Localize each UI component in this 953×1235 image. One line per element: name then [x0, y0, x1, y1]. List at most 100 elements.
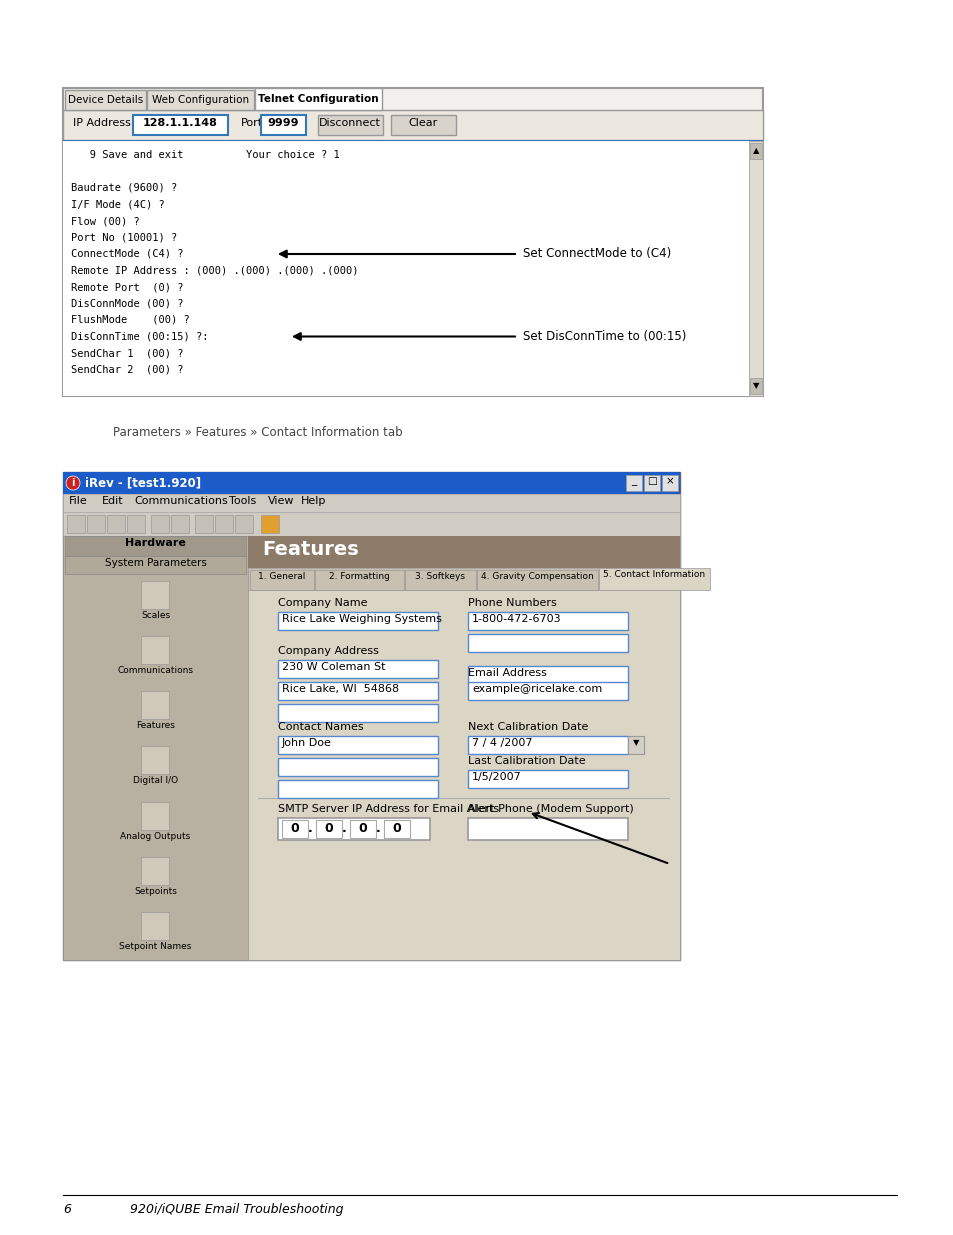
Text: iRev - [test1.920]: iRev - [test1.920] [85, 475, 201, 489]
Text: Analog Outputs: Analog Outputs [120, 831, 191, 841]
Text: 3. Softkeys: 3. Softkeys [416, 572, 465, 580]
Bar [261, 115, 306, 135]
Text: Company Name: Company Name [277, 598, 367, 608]
Bar [141, 911, 170, 940]
Text: Help: Help [301, 496, 326, 506]
Bar [248, 536, 679, 568]
Circle shape [66, 475, 80, 490]
Bar [468, 769, 627, 788]
Text: _: _ [631, 475, 636, 487]
Bar [749, 378, 761, 394]
Bar [127, 515, 145, 534]
Bar [214, 515, 233, 534]
Bar [468, 613, 627, 630]
Bar [132, 115, 228, 135]
Bar [63, 536, 248, 960]
Bar [63, 88, 762, 396]
Text: Phone Numbers: Phone Numbers [468, 598, 557, 608]
Text: Next Calibration Date: Next Calibration Date [468, 722, 588, 732]
Text: 7 / 4 /2007: 7 / 4 /2007 [472, 739, 532, 748]
Text: View: View [268, 496, 294, 506]
Text: 9999: 9999 [267, 119, 298, 128]
Text: Features: Features [136, 721, 174, 730]
Bar [391, 115, 456, 135]
Text: ×: × [665, 475, 674, 487]
Text: ▼: ▼ [632, 739, 639, 747]
Text: 1. General: 1. General [258, 572, 305, 580]
Bar [147, 90, 253, 110]
Text: .: . [307, 823, 312, 835]
Bar [468, 818, 627, 840]
Text: .: . [375, 823, 380, 835]
Text: DisConnTime (00:15) ?:: DisConnTime (00:15) ?: [71, 331, 209, 342]
Text: ▼: ▼ [752, 382, 759, 390]
Bar [405, 571, 476, 590]
Bar [63, 141, 748, 396]
Bar [63, 110, 762, 140]
Bar [468, 736, 627, 755]
Text: Rice Lake Weighing Systems: Rice Lake Weighing Systems [282, 614, 441, 624]
Bar [194, 515, 213, 534]
Bar [65, 536, 246, 556]
Bar [468, 682, 627, 700]
Text: 0: 0 [393, 823, 401, 835]
Text: Edit: Edit [102, 496, 123, 506]
Bar [63, 472, 679, 494]
Text: Tools: Tools [229, 496, 256, 506]
Text: Communications: Communications [134, 496, 228, 506]
Text: 0: 0 [358, 823, 367, 835]
Text: IP Address: IP Address [73, 119, 131, 128]
Bar [141, 746, 170, 774]
Text: Device Details: Device Details [68, 95, 143, 105]
Text: Company Address: Company Address [277, 646, 378, 656]
Bar [107, 515, 125, 534]
Bar [282, 820, 308, 839]
Text: SendChar 2  (00) ?: SendChar 2 (00) ? [71, 364, 183, 374]
Text: Last Calibration Date: Last Calibration Date [468, 756, 585, 766]
Text: Flow (00) ?: Flow (00) ? [71, 216, 139, 226]
Text: Web Configuration: Web Configuration [152, 95, 249, 105]
Bar [248, 568, 679, 590]
Text: 2. Formatting: 2. Formatting [329, 572, 390, 580]
Text: 1/5/2007: 1/5/2007 [472, 772, 521, 782]
Bar [315, 820, 341, 839]
Bar [141, 692, 170, 719]
Text: .: . [341, 823, 346, 835]
Text: ConnectMode (C4) ?: ConnectMode (C4) ? [71, 249, 183, 259]
Bar [141, 857, 170, 884]
Bar [141, 802, 170, 830]
Text: 920i/iQUBE Email Troubleshooting: 920i/iQUBE Email Troubleshooting [130, 1203, 343, 1216]
Text: Scales: Scales [141, 611, 170, 620]
Text: Disconnect: Disconnect [318, 119, 380, 128]
Text: Hardware: Hardware [125, 538, 186, 548]
Text: Alert Phone (Modem Support): Alert Phone (Modem Support) [468, 804, 633, 814]
Text: 230 W Coleman St: 230 W Coleman St [282, 662, 385, 672]
Bar [277, 781, 437, 798]
Bar [627, 736, 643, 755]
Bar [317, 115, 382, 135]
Bar [277, 818, 430, 840]
Bar [350, 820, 375, 839]
Text: Set DisConnTime to (00:15): Set DisConnTime to (00:15) [522, 330, 685, 343]
Text: Baudrate (9600) ?: Baudrate (9600) ? [71, 183, 177, 193]
Bar [468, 666, 627, 684]
Bar [65, 556, 246, 574]
Text: Digital I/O: Digital I/O [132, 777, 178, 785]
Text: 9 Save and exit          Your choice ? 1: 9 Save and exit Your choice ? 1 [71, 149, 339, 161]
Bar [151, 515, 169, 534]
Bar [248, 536, 679, 960]
Text: ▲: ▲ [752, 147, 759, 156]
Bar [277, 704, 437, 722]
Bar [598, 568, 709, 590]
Text: Rice Lake, WI  54868: Rice Lake, WI 54868 [282, 684, 398, 694]
Text: File: File [69, 496, 88, 506]
Text: Telnet Configuration: Telnet Configuration [258, 94, 378, 104]
Text: Port No (10001) ?: Port No (10001) ? [71, 232, 177, 242]
Bar [661, 475, 678, 492]
Text: 5. Contact Information: 5. Contact Information [603, 571, 705, 579]
Text: Email Address: Email Address [468, 668, 546, 678]
Bar [476, 571, 598, 590]
Bar [384, 820, 410, 839]
Bar [254, 88, 381, 110]
Bar [63, 494, 679, 513]
